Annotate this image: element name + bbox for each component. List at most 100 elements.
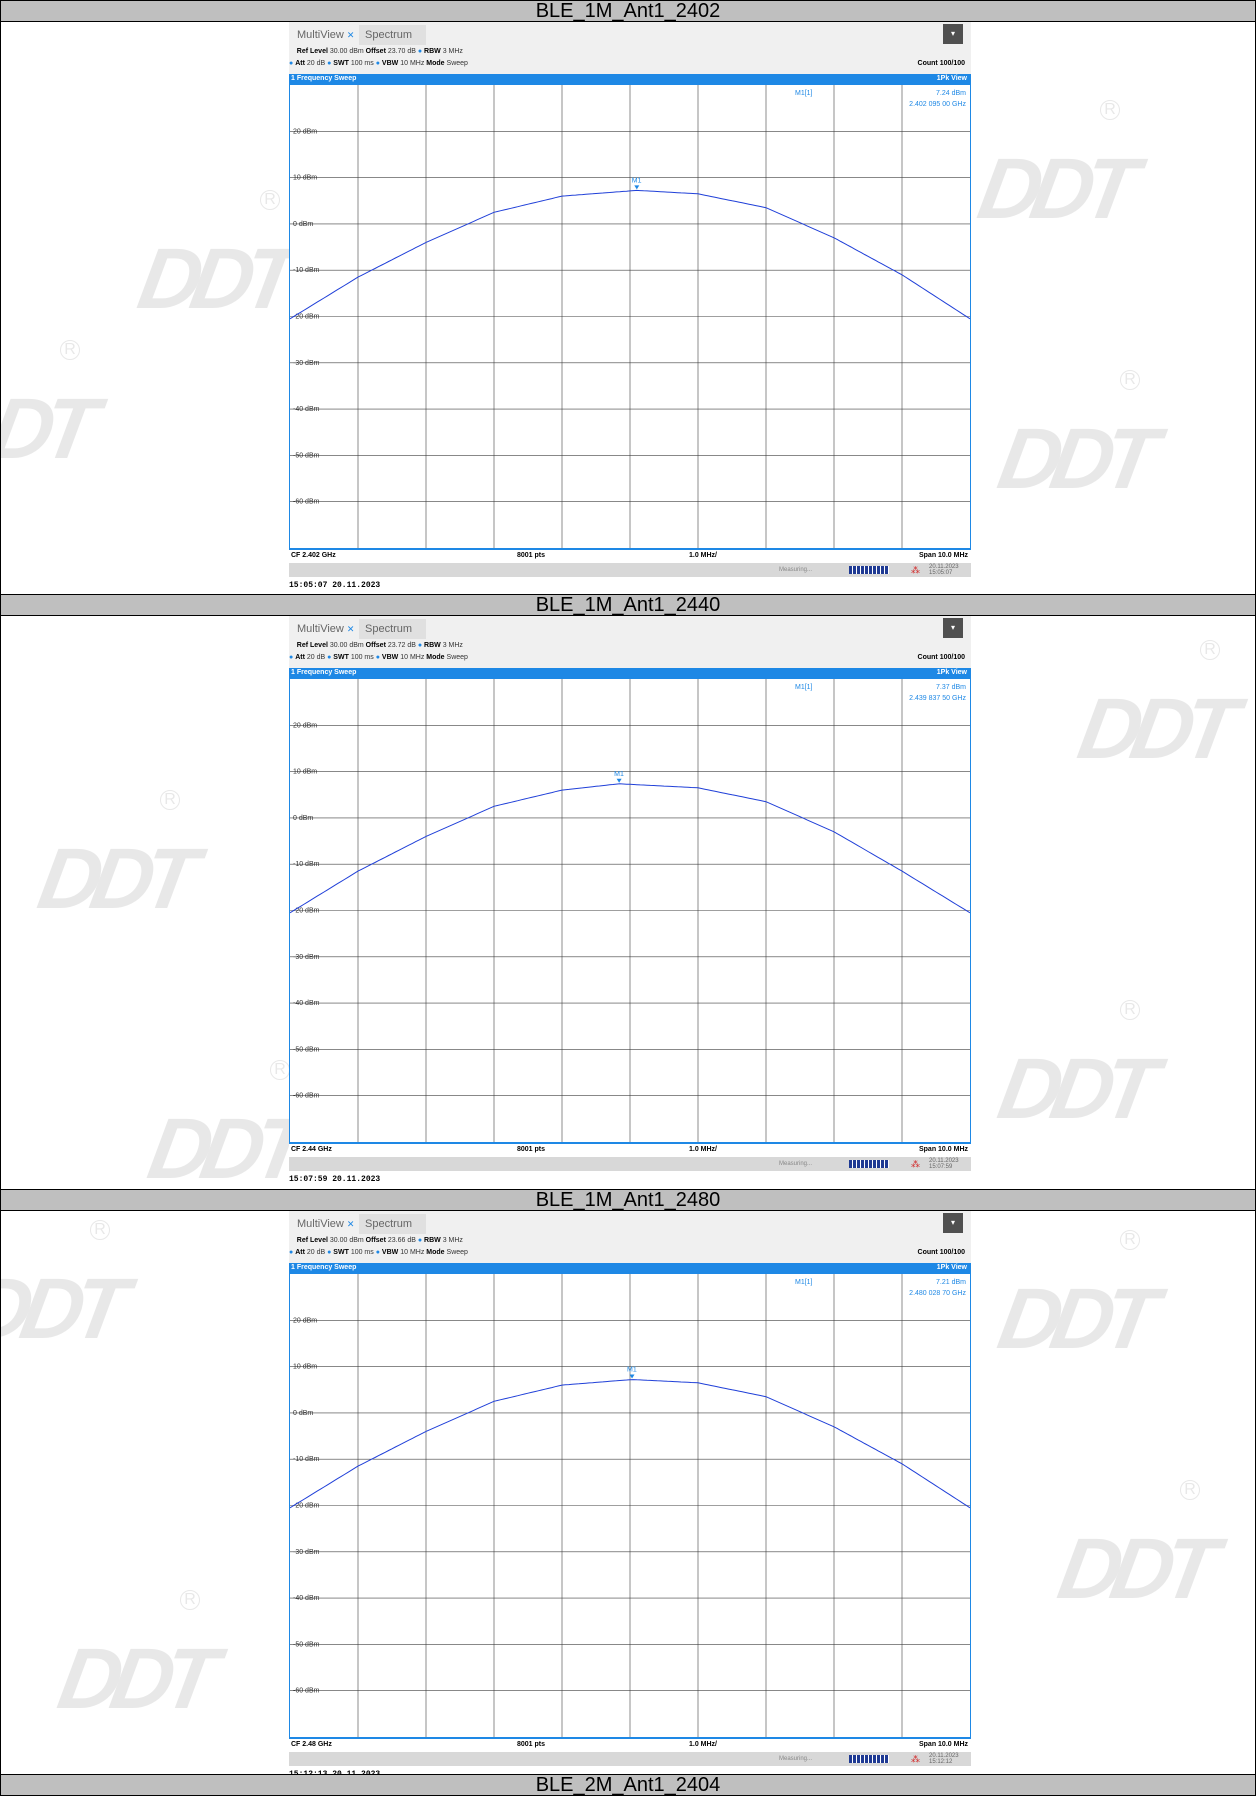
- status-text: Measuring...: [779, 1756, 813, 1762]
- sweep-count: Count 100/100: [917, 1249, 965, 1256]
- y-tick-label: -10 dBm: [293, 861, 320, 868]
- center-frequency[interactable]: CF 2.402 GHz: [291, 552, 336, 559]
- capture-timestamp: 15:07:59 20.11.2023: [289, 1175, 381, 1184]
- swt-value[interactable]: 100 ms: [350, 654, 374, 661]
- ref-level-value[interactable]: 30.00 dBm: [329, 642, 364, 649]
- tab-multiview[interactable]: MultiView ✕: [291, 25, 360, 45]
- close-icon[interactable]: ✕: [346, 1219, 355, 1229]
- y-tick-label: -50 dBm: [293, 1641, 320, 1648]
- analyzer-screenshot: MultiView ✕ Spectrum ▾ Ref Level 30.00 dBm …: [289, 22, 971, 592]
- settings-row: Ref Level 30.00 dBm Offset 23.66 dB ● RB…: [289, 1237, 971, 1249]
- y-tick-label: -30 dBm: [293, 954, 320, 961]
- span-value[interactable]: Span 10.0 MHz: [918, 552, 968, 559]
- y-tick-label: -20 dBm: [293, 314, 320, 321]
- frequency-per-div: 1.0 MHz/: [689, 552, 718, 559]
- status-bar: Measuring... ⁂ 20.11.2023 15:05:07: [289, 563, 971, 577]
- center-frequency[interactable]: CF 2.44 GHz: [291, 1146, 332, 1153]
- att-value[interactable]: 20 dB: [306, 1249, 326, 1256]
- rbw-value[interactable]: 3 MHz: [442, 48, 463, 55]
- offset-value[interactable]: 23.66 dB: [387, 1237, 416, 1244]
- menu-icon[interactable]: ▾: [943, 618, 963, 638]
- coupled-icon: ●: [289, 1249, 296, 1256]
- marker-name: M1[1]: [795, 90, 813, 97]
- ref-level-value[interactable]: 30.00 dBm: [329, 1237, 364, 1244]
- y-tick-label: 10 dBm: [293, 769, 317, 776]
- menu-icon[interactable]: ▾: [943, 1213, 963, 1233]
- rbw-value[interactable]: 3 MHz: [442, 642, 463, 649]
- mode-value[interactable]: Sweep: [446, 654, 468, 661]
- y-tick-label: -50 dBm: [293, 452, 320, 459]
- progress-bar: [849, 566, 889, 574]
- tab-multiview[interactable]: MultiView ✕: [291, 619, 360, 639]
- marker-label: M1: [632, 177, 642, 184]
- offset-value[interactable]: 23.72 dB: [387, 642, 416, 649]
- mode-value[interactable]: Sweep: [446, 60, 468, 67]
- spectrum-section: BLE_1M_Ant1_2440 MultiView ✕ Spectrum ▾ Ref…: [0, 594, 1256, 1190]
- offset-label: Offset: [365, 48, 386, 55]
- tab-label: Spectrum: [365, 29, 413, 41]
- trace-view[interactable]: 1Pk View: [936, 1264, 967, 1271]
- coupled-icon: ●: [327, 1249, 332, 1256]
- swt-value[interactable]: 100 ms: [350, 1249, 374, 1256]
- status-date: 20.11.2023: [929, 1753, 959, 1759]
- network-icon[interactable]: ⁂: [911, 565, 920, 575]
- marker-level: 7.21 dBm: [936, 1279, 966, 1286]
- offset-value[interactable]: 23.70 dB: [387, 48, 416, 55]
- trace-view[interactable]: 1Pk View: [936, 669, 967, 676]
- span-value[interactable]: Span 10.0 MHz: [918, 1741, 968, 1748]
- att-value[interactable]: 20 dB: [306, 60, 326, 67]
- span-value[interactable]: Span 10.0 MHz: [918, 1146, 968, 1153]
- settings-row: ● Att 20 dB ● SWT 100 ms ● VBW 10 MHz Mo…: [289, 1249, 971, 1261]
- section-title: BLE_1M_Ant1_2402: [1, 0, 1255, 22]
- y-tick-label: 0 dBm: [293, 221, 313, 228]
- trace-view[interactable]: 1Pk View: [936, 75, 967, 82]
- progress-bar: [849, 1160, 889, 1168]
- rbw-value[interactable]: 3 MHz: [442, 1237, 463, 1244]
- swt-value[interactable]: 100 ms: [350, 60, 374, 67]
- next-section-title: BLE_2M_Ant1_2404: [1, 1774, 1255, 1796]
- sweep-points[interactable]: 8001 pts: [517, 552, 546, 559]
- ref-level-label: Ref Level: [296, 48, 328, 55]
- mode-label: Mode: [426, 60, 445, 67]
- offset-label: Offset: [365, 1237, 386, 1244]
- ref-level-value[interactable]: 30.00 dBm: [329, 48, 364, 55]
- rbw-label: RBW: [424, 642, 441, 649]
- menu-icon[interactable]: ▾: [943, 24, 963, 44]
- status-datetime: 20.11.2023 15:07:59: [929, 1158, 959, 1170]
- tab-bar: MultiView ✕ Spectrum ▾: [289, 1211, 971, 1235]
- vbw-value[interactable]: 10 MHz: [400, 654, 425, 661]
- close-icon[interactable]: ✕: [346, 624, 355, 634]
- sweep-points[interactable]: 8001 pts: [517, 1146, 546, 1153]
- tab-bar: MultiView ✕ Spectrum ▾: [289, 616, 971, 640]
- marker-triangle: [634, 185, 640, 190]
- vbw-value[interactable]: 10 MHz: [400, 60, 425, 67]
- network-icon[interactable]: ⁂: [911, 1159, 920, 1169]
- mode-value[interactable]: Sweep: [446, 1249, 468, 1256]
- center-frequency[interactable]: CF 2.48 GHz: [291, 1741, 332, 1748]
- coupled-icon: ●: [327, 654, 332, 661]
- tab-spectrum[interactable]: Spectrum: [359, 619, 426, 639]
- status-datetime: 20.11.2023 15:12:12: [929, 1753, 959, 1765]
- trace-line: [290, 1379, 970, 1509]
- trace-line: [290, 189, 970, 320]
- tab-spectrum[interactable]: Spectrum: [359, 25, 426, 45]
- coupled-icon: ●: [289, 654, 296, 661]
- status-date: 20.11.2023: [929, 564, 959, 570]
- y-tick-label: -60 dBm: [293, 1688, 320, 1695]
- network-icon[interactable]: ⁂: [911, 1754, 920, 1764]
- vbw-label: VBW: [381, 654, 399, 661]
- y-tick-label: 10 dBm: [293, 175, 317, 182]
- swt-label: SWT: [333, 654, 349, 661]
- settings-row: Ref Level 30.00 dBm Offset 23.70 dB ● RB…: [289, 48, 971, 60]
- y-tick-label: -40 dBm: [293, 406, 320, 413]
- vbw-value[interactable]: 10 MHz: [400, 1249, 425, 1256]
- y-tick-label: 10 dBm: [293, 1364, 317, 1371]
- att-value[interactable]: 20 dB: [306, 654, 326, 661]
- coupled-icon: ●: [327, 60, 332, 67]
- sweep-points[interactable]: 8001 pts: [517, 1741, 546, 1748]
- window-title: 1 Frequency Sweep: [291, 1264, 357, 1271]
- close-icon[interactable]: ✕: [346, 30, 355, 40]
- tab-spectrum[interactable]: Spectrum: [359, 1214, 426, 1234]
- status-time: 15:07:59: [929, 1164, 953, 1170]
- tab-multiview[interactable]: MultiView ✕: [291, 1214, 360, 1234]
